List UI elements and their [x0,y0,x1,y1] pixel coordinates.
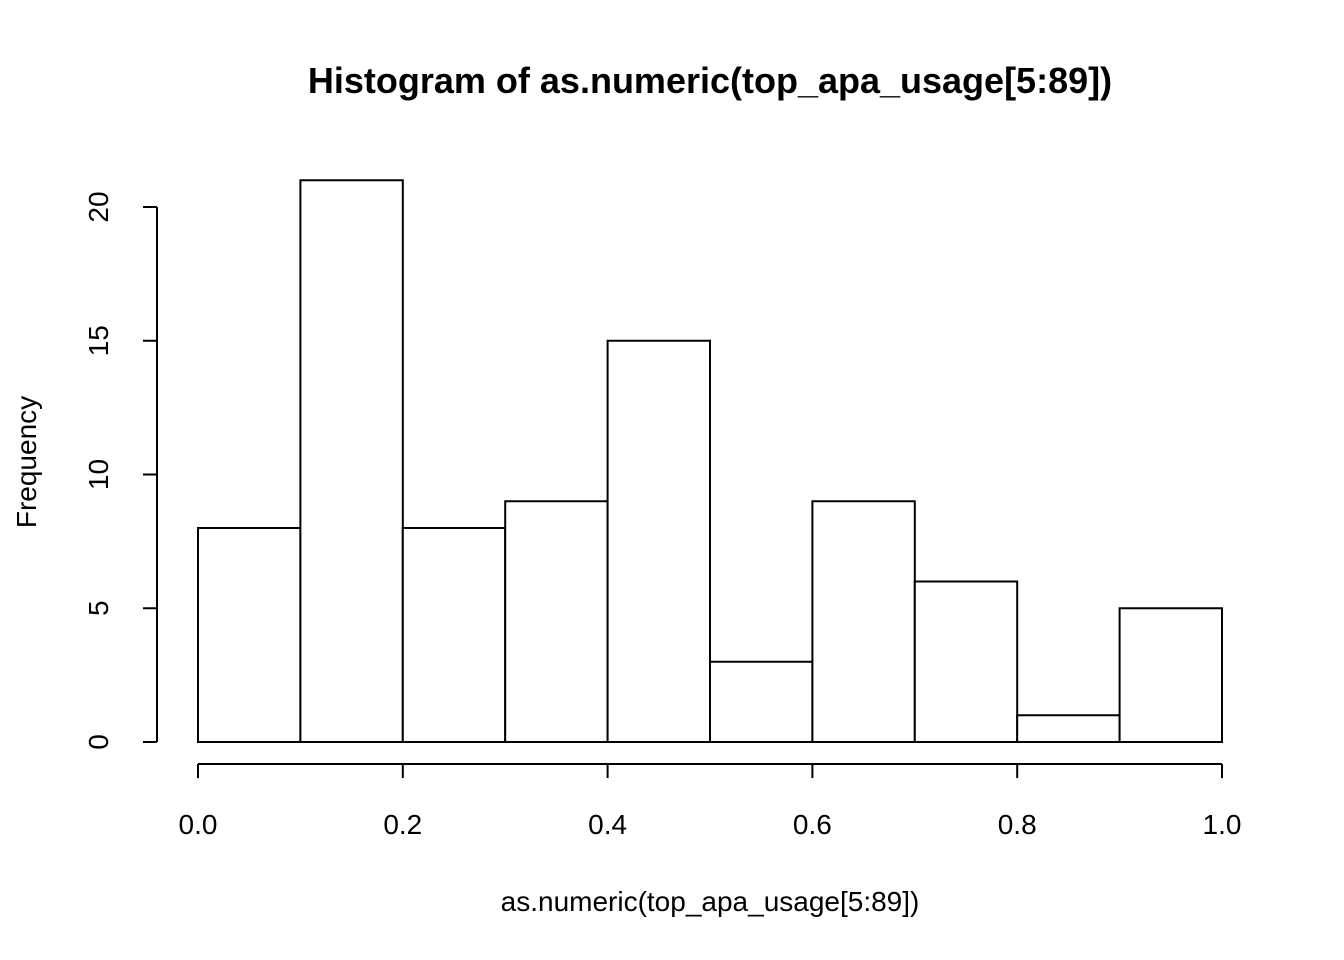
y-axis-label: Frequency [11,396,42,528]
histogram-bar [606,339,711,743]
histogram-bar [1118,607,1223,743]
y-tick-label: 5 [83,600,114,616]
histogram-bar [504,500,609,743]
y-tick-label: 0 [83,734,114,750]
histogram-bar [299,179,404,743]
y-tick-label: 15 [83,325,114,356]
y-tick-label: 20 [83,191,114,222]
x-tick-label: 0.6 [793,809,832,840]
histogram-bar [709,660,814,743]
bars-group [197,179,1223,743]
histogram-bar [811,500,916,743]
x-tick-label: 0.4 [588,809,627,840]
x-tick-label: 0.0 [179,809,218,840]
x-tick-label: 0.8 [998,809,1037,840]
histogram-bar [197,527,302,743]
y-axis: 0 5 10 15 20 [83,191,158,750]
x-axis-label: as.numeric(top_apa_usage[5:89]) [501,886,920,917]
x-axis: 0.0 0.2 0.4 0.6 0.8 1.0 [179,763,1242,840]
x-tick-label: 1.0 [1203,809,1242,840]
histogram-bar [1016,714,1121,743]
histogram-bar [401,527,507,743]
chart-title: Histogram of as.numeric(top_apa_usage[5:… [308,60,1112,101]
x-tick-label: 0.2 [383,809,422,840]
histogram-bar [913,580,1019,743]
y-tick-label: 10 [83,459,114,490]
